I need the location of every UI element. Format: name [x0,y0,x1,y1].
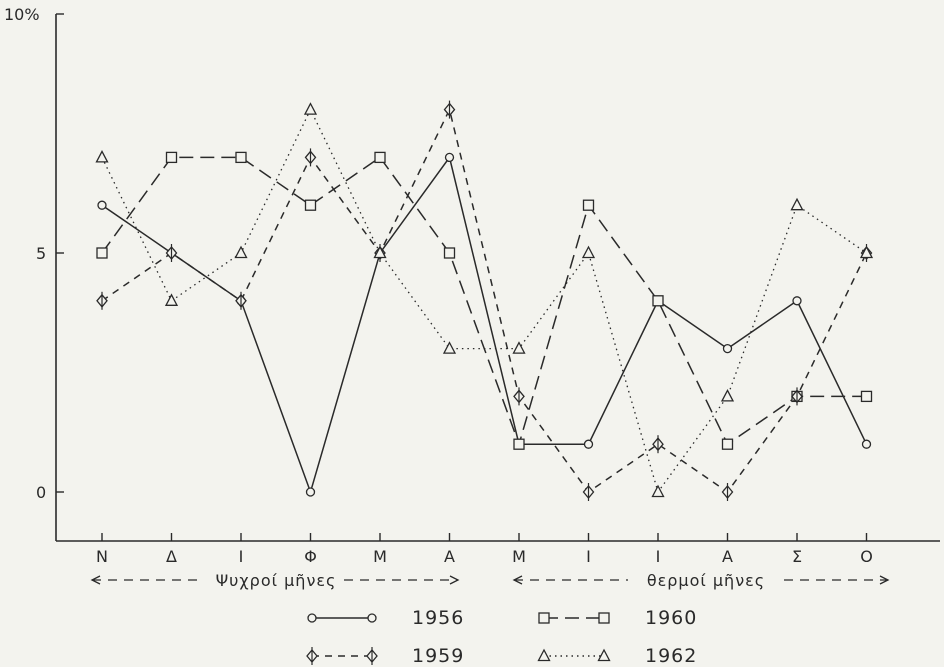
x-tick-label: I [239,547,244,566]
x-tick-label: A [444,547,455,566]
legend: 1956 1960 1959 1962 [306,607,697,667]
legend-item-1962: 1962 [537,645,697,667]
data-point-1960 [304,199,317,211]
data-point-1956 [97,200,107,210]
data-point-1960 [374,151,386,164]
data-point-1960 [235,151,247,164]
series-line-1956 [101,155,868,495]
x-tick-label: Φ [304,547,317,566]
y-tick-label: 0 [36,483,46,502]
data-point-1956 [583,439,594,449]
y-tick-label: 10% [4,5,40,24]
legend-marker [538,612,550,624]
data-point-1962 [512,341,526,354]
data-point-1956 [792,296,802,306]
data-point-1960 [443,247,456,259]
series-1956 [97,152,872,497]
legend-marker [367,613,377,623]
series-1962 [95,102,874,498]
data-point-1960 [96,247,108,259]
data-point-1962 [234,245,248,259]
legend-item-1956: 1956 [307,607,464,629]
series-layer [95,100,874,501]
legend-label: 1956 [412,607,464,629]
x-tick-label: A [722,547,733,566]
data-point-1962 [303,102,318,115]
data-point-1960 [652,295,664,307]
data-point-1962 [373,245,387,259]
y-tick-label: 5 [36,244,46,263]
legend-label: 1959 [412,645,464,667]
period-arrow-head [449,575,460,585]
x-tick-label: Σ [792,547,802,566]
legend-marker [307,613,317,623]
data-point-1962 [720,388,735,402]
data-point-1960 [582,199,595,211]
legend-label: 1960 [645,607,697,629]
y-axis-ticks: 0 5 10% [4,5,64,502]
data-point-1960 [721,438,734,450]
data-point-1962 [442,341,457,354]
x-tick-label: M [373,547,387,566]
x-tick-label: N [96,547,108,566]
cold-months-label: Ψυχροί μῆνες [216,571,337,590]
data-point-1962 [651,484,665,498]
data-point-1962 [164,293,179,306]
data-point-1962 [859,245,874,259]
legend-item-1959: 1959 [306,645,464,667]
data-point-1956 [305,487,316,497]
series-line-1962 [101,108,867,494]
period-arrow-head [879,575,890,585]
data-point-1962 [581,245,596,259]
data-point-1956 [722,343,733,354]
data-point-1962 [790,197,804,211]
period-arrow-head [90,575,101,585]
x-tick-label: M [512,547,526,566]
data-point-1956 [861,439,872,449]
legend-label: 1962 [645,645,697,667]
legend-marker [537,648,551,662]
legend-item-1960: 1960 [538,607,697,629]
period-arrow-head [512,575,523,585]
legend-marker [597,648,611,662]
x-tick-label: O [860,547,873,566]
x-tick-label: I [656,547,661,566]
warm-months-label: θερμοί μῆνες [647,571,765,590]
period-labels: Ψυχροί μῆνες θερμοί μῆνες [90,571,890,590]
x-tick-label: Δ [166,547,177,566]
data-point-1960 [165,151,178,164]
data-point-1956 [444,152,455,163]
legend-marker [598,612,610,624]
data-point-1960 [860,390,873,403]
x-tick-label: I [586,547,591,566]
data-point-1960 [513,438,525,450]
data-point-1962 [95,149,109,163]
